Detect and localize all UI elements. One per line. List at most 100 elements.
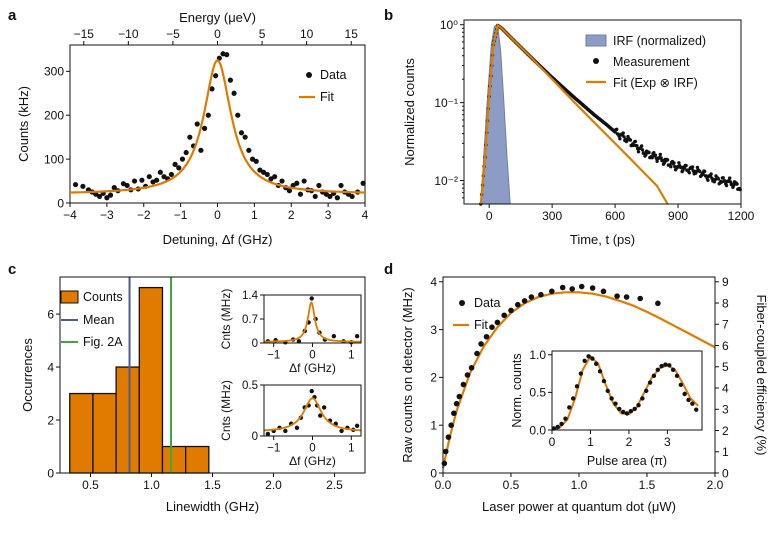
x-tick-label: 0 — [549, 435, 556, 449]
inset-fit-line — [263, 397, 362, 432]
data-point — [209, 86, 215, 92]
data-point — [321, 405, 327, 410]
data-point — [515, 301, 521, 308]
data-point — [555, 424, 560, 430]
data-point — [111, 185, 117, 191]
data-point — [264, 171, 270, 178]
data-point — [448, 422, 454, 428]
x-tick-label: −3 — [100, 208, 114, 222]
y-tick-label: 0 — [430, 466, 437, 480]
top-tick-label: −10 — [118, 27, 139, 41]
data-point — [309, 296, 314, 301]
legend-marker-irf — [585, 34, 607, 47]
data-point — [235, 112, 241, 118]
measurement-point — [655, 159, 659, 163]
y-tick-label: 1.4 — [242, 290, 259, 302]
x-axis-label: Detuning, Δf (GHz) — [163, 232, 273, 247]
x-tick-label: 0 — [309, 443, 315, 455]
y-tick-label: 2 — [430, 371, 437, 385]
measurement-point — [677, 161, 681, 165]
data-point — [198, 147, 204, 153]
measurement-point — [735, 182, 739, 186]
measurement-point — [706, 178, 710, 182]
legend-label: Mean — [83, 313, 114, 327]
inset-x-label: Δf (GHz) — [289, 454, 336, 468]
panel-label: c — [8, 261, 16, 278]
data-point — [655, 300, 661, 307]
data-point — [494, 319, 501, 326]
measurement-point — [698, 169, 702, 174]
x-tick-label: 900 — [668, 209, 688, 223]
legend-marker-counts — [60, 290, 79, 304]
data-point — [176, 165, 182, 171]
legend-label: Data — [320, 68, 346, 82]
data-point — [331, 333, 337, 339]
y-tick-label: 0.7 — [242, 314, 258, 326]
x-tick-label: 300 — [542, 209, 562, 223]
data-point — [360, 180, 366, 186]
measurement-point — [690, 165, 695, 169]
data-point — [139, 177, 145, 183]
measurement-point — [672, 161, 676, 165]
data-point — [464, 372, 471, 378]
data-point — [563, 416, 568, 421]
data-point — [179, 156, 186, 162]
measurement-point — [622, 135, 626, 139]
data-point — [451, 410, 457, 417]
x-tick-label: −2 — [137, 208, 151, 222]
inset-y-label: Cnts (MHz) — [219, 289, 233, 350]
data-point — [187, 134, 193, 140]
data-point — [146, 174, 152, 180]
data-point — [601, 378, 607, 384]
data-point — [265, 431, 271, 437]
y-right-tick-label: 6 — [722, 339, 729, 353]
y-tick-label: 2 — [47, 413, 54, 427]
data-point — [538, 291, 544, 298]
data-point — [521, 298, 528, 304]
x-axis-label: Linewidth (GHz) — [166, 499, 259, 514]
legend-label: Counts — [83, 290, 123, 304]
inset-y-label: Cnts (MHz) — [219, 380, 233, 441]
data-point — [617, 406, 622, 412]
data-point — [354, 333, 360, 339]
data-point — [194, 121, 200, 127]
data-point — [655, 367, 660, 373]
data-point — [586, 354, 591, 359]
data-point — [242, 134, 248, 140]
top-tick-label: 10 — [300, 27, 314, 41]
data-point — [594, 361, 599, 366]
x-tick-label: 0.5 — [503, 478, 520, 492]
data-point — [154, 177, 160, 183]
fit-line — [441, 291, 716, 469]
data-point — [694, 407, 699, 412]
data-point — [338, 182, 344, 189]
data-point — [637, 295, 643, 302]
y-tick-label: 1.0 — [529, 348, 546, 362]
measurement-point — [653, 153, 658, 157]
data-point — [489, 324, 495, 330]
x-tick-label: 2 — [626, 435, 633, 449]
data-point — [578, 283, 585, 290]
data-point — [605, 388, 610, 394]
legend-label: Fig. 2A — [83, 335, 123, 349]
legend-label: Fit — [474, 318, 488, 332]
data-point — [312, 193, 318, 200]
data-point — [172, 161, 178, 167]
x-tick-label: 0.5 — [82, 478, 99, 492]
data-point — [483, 333, 490, 340]
data-point — [528, 294, 535, 300]
data-point — [663, 362, 668, 367]
legend-label: Measurement — [613, 55, 690, 69]
data-point — [620, 409, 626, 415]
measurement-point — [618, 137, 622, 141]
data-point — [107, 192, 114, 198]
x-tick-label: 2 — [288, 208, 295, 222]
x-tick-label: 1.5 — [639, 478, 656, 492]
measurement-point — [709, 172, 713, 176]
y-right-tick-label: 0 — [722, 466, 729, 480]
top-tick-label: 15 — [345, 27, 359, 41]
data-point — [567, 405, 572, 410]
x-tick-label: −1 — [267, 350, 280, 362]
y-right-tick-label: 3 — [722, 403, 729, 417]
data-point — [238, 130, 245, 136]
